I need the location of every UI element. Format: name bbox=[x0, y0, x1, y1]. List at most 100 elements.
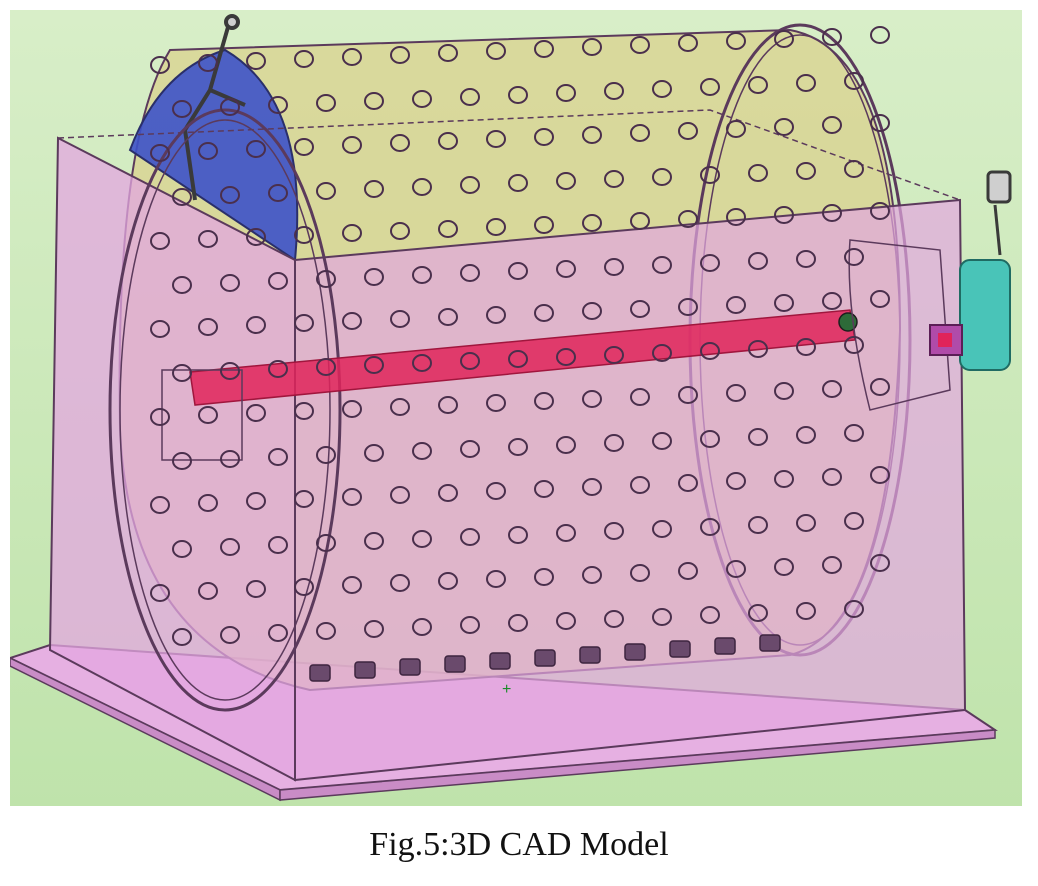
perforation-hole bbox=[486, 570, 506, 588]
perforation-hole bbox=[534, 40, 554, 58]
cad-figure: + bbox=[10, 10, 1022, 806]
perforation-hole bbox=[364, 356, 384, 374]
perforation-hole bbox=[486, 482, 506, 500]
perforation-hole bbox=[246, 492, 266, 510]
perforation-hole bbox=[700, 606, 720, 624]
perforation-hole bbox=[774, 294, 794, 312]
perforation-hole bbox=[268, 360, 288, 378]
perforation-hole bbox=[460, 88, 480, 106]
perforation-hole bbox=[556, 172, 576, 190]
perforation-hole bbox=[822, 468, 842, 486]
perforation-hole bbox=[534, 392, 554, 410]
perforation-hole bbox=[508, 526, 528, 544]
figure-caption: Fig.5:3D CAD Model bbox=[369, 826, 669, 863]
housing-top-edge bbox=[57, 109, 961, 201]
perforation-hole bbox=[700, 254, 720, 272]
perforation-hole bbox=[150, 144, 170, 162]
perforation-hole bbox=[700, 166, 720, 184]
perforation-hole bbox=[556, 436, 576, 454]
perforation-hole bbox=[246, 580, 266, 598]
perforation-hole bbox=[582, 390, 602, 408]
perforation-hole bbox=[678, 386, 698, 404]
perforation-hole bbox=[294, 226, 314, 244]
perforation-hole bbox=[630, 564, 650, 582]
perforation-hole bbox=[268, 624, 288, 642]
perforation-hole bbox=[316, 358, 336, 376]
perforation-hole bbox=[556, 524, 576, 542]
perforation-hole bbox=[796, 250, 816, 268]
perforation-hole bbox=[726, 208, 746, 226]
base-plate-front-edge bbox=[279, 729, 996, 801]
perforation-hole bbox=[844, 424, 864, 442]
perforation-hole bbox=[534, 568, 554, 586]
perforation-hole bbox=[342, 576, 362, 594]
perforation-hole bbox=[412, 266, 432, 284]
plug-icon bbox=[986, 170, 1012, 256]
perforation-hole bbox=[582, 302, 602, 320]
perforation-hole bbox=[172, 540, 192, 558]
perforation-hole bbox=[652, 520, 672, 538]
perforation-hole bbox=[268, 448, 288, 466]
perforation-hole bbox=[822, 380, 842, 398]
perforation-hole bbox=[412, 90, 432, 108]
perforation-hole bbox=[220, 626, 240, 644]
perforation-hole bbox=[460, 352, 480, 370]
perforation-hole bbox=[870, 202, 890, 220]
perforation-hole bbox=[748, 340, 768, 358]
perforation-hole bbox=[486, 130, 506, 148]
perforation-hole bbox=[774, 470, 794, 488]
perforation-hole bbox=[844, 336, 864, 354]
perforation-hole bbox=[774, 206, 794, 224]
perforation-hole bbox=[796, 74, 816, 92]
perforation-hole bbox=[726, 296, 746, 314]
perforation-hole bbox=[316, 446, 336, 464]
perforation-hole bbox=[294, 138, 314, 156]
perforation-hole bbox=[844, 160, 864, 178]
perforation-hole bbox=[774, 118, 794, 136]
perforation-hole bbox=[486, 394, 506, 412]
perforation-hole bbox=[220, 186, 240, 204]
perforation-hole bbox=[534, 304, 554, 322]
perforation-hole bbox=[246, 228, 266, 246]
perforation-hole bbox=[534, 216, 554, 234]
perforation-hole bbox=[438, 396, 458, 414]
perforation-hole bbox=[150, 232, 170, 250]
perforation-hole bbox=[604, 434, 624, 452]
perforation-hole bbox=[198, 582, 218, 600]
perforation-hole bbox=[822, 292, 842, 310]
perforation-hole bbox=[604, 82, 624, 100]
perforation-hole bbox=[172, 452, 192, 470]
perforation-hole bbox=[364, 180, 384, 198]
perforation-hole bbox=[220, 538, 240, 556]
perforation-hole bbox=[268, 536, 288, 554]
perforation-hole bbox=[630, 212, 650, 230]
perforation-hole bbox=[582, 38, 602, 56]
perforation-hole bbox=[870, 26, 890, 44]
perforation-hole bbox=[172, 188, 192, 206]
bottom-mounts bbox=[309, 634, 781, 682]
perforation-hole bbox=[700, 518, 720, 536]
drum-perforations bbox=[150, 26, 890, 646]
perforation-hole bbox=[870, 378, 890, 396]
perforation-hole bbox=[508, 350, 528, 368]
perforation-hole bbox=[150, 496, 170, 514]
perforation-hole bbox=[172, 628, 192, 646]
perforation-hole bbox=[198, 142, 218, 160]
perforation-hole bbox=[438, 484, 458, 502]
perforation-hole bbox=[460, 528, 480, 546]
perforation-hole bbox=[412, 618, 432, 636]
perforation-hole bbox=[582, 566, 602, 584]
perforation-hole bbox=[390, 222, 410, 240]
perforation-hole bbox=[246, 52, 266, 70]
perforation-hole bbox=[822, 204, 842, 222]
perforation-hole bbox=[534, 480, 554, 498]
perforation-hole bbox=[822, 28, 842, 46]
perforation-hole bbox=[678, 562, 698, 580]
perforation-hole bbox=[556, 612, 576, 630]
perforation-hole bbox=[748, 164, 768, 182]
perforation-hole bbox=[796, 338, 816, 356]
perforation-hole bbox=[438, 44, 458, 62]
perforation-hole bbox=[412, 178, 432, 196]
perforation-hole bbox=[438, 572, 458, 590]
perforation-hole bbox=[390, 46, 410, 64]
